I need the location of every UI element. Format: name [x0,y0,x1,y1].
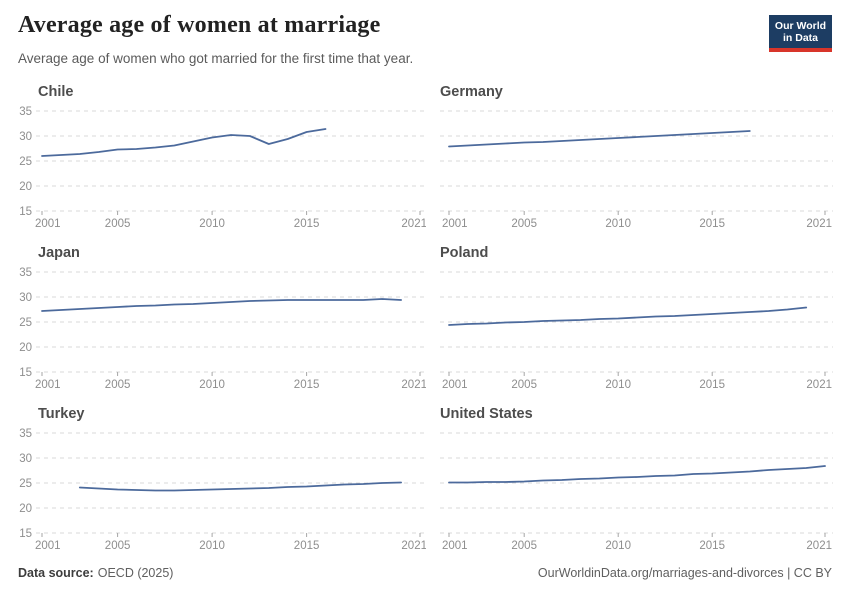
y-axis-label-20: 20 [19,342,32,354]
x-axis-label-2015: 2015 [699,379,725,390]
chart-plot-united-states: 2001 2005 2010 2015 2021 [440,432,833,551]
chart-united-states: United States 2001 2005 2010 2015 2021 [440,405,834,551]
owid-logo[interactable]: Our World in Data [769,15,832,52]
chart-japan: Japan 35 30 25 20 15 2001 2005 2010 2015 2021 [18,244,426,390]
x-axis-label-2001: 2001 [35,540,61,551]
chart-plot-poland: 2001 2005 2010 2015 2021 [440,271,833,390]
x-axis-label-2005: 2005 [511,540,537,551]
x-axis-label-2010: 2010 [199,540,225,551]
x-axis-label-2010: 2010 [605,218,631,229]
data-source-label: Data source: [18,566,94,580]
x-axis-label-2005: 2005 [105,218,131,229]
x-axis-label-2015: 2015 [294,540,320,551]
page-title: Average age of women at marriage [18,12,381,38]
y-axis-label-20: 20 [19,503,32,515]
y-axis-label-30: 30 [19,131,32,143]
owid-logo-text-line2: in Data [782,31,818,44]
x-axis-label-2001: 2001 [35,379,61,390]
x-axis-label-2021: 2021 [401,540,426,551]
chart-title-chile: Chile [38,84,74,100]
data-line-poland [448,306,808,326]
chart-title-poland: Poland [440,245,489,261]
y-axis-label-25: 25 [19,317,32,329]
x-axis-label-2001: 2001 [442,379,468,390]
chart-footer: Data source: OECD (2025) OurWorldinData.o… [0,566,850,580]
y-axis-label-15: 15 [19,367,32,379]
footer-citation-link[interactable]: OurWorldinData.org/marriages-and-divorce… [537,566,832,580]
x-axis-label-2015: 2015 [699,218,725,229]
x-axis-label-2021: 2021 [401,379,426,390]
x-axis-label-2015: 2015 [294,218,320,229]
x-axis-label-2021: 2021 [806,218,832,229]
y-axis-label-30: 30 [19,453,32,465]
data-line-germany [448,130,751,148]
x-axis-label-2001: 2001 [442,218,468,229]
page-subtitle: Average age of women who got married for… [18,51,414,66]
x-axis-label-2010: 2010 [605,540,631,551]
chart-title-united-states: United States [440,406,533,422]
chart-title-germany: Germany [440,84,503,100]
x-axis-label-2005: 2005 [105,379,131,390]
data-source-value: OECD (2025) [97,566,174,580]
x-axis-label-2010: 2010 [199,379,225,390]
y-axis-label-30: 30 [19,292,32,304]
x-axis-label-2021: 2021 [806,379,832,390]
chart-germany: Germany 2001 2005 2010 2015 2021 [440,83,834,229]
chart-chile: Chile 35 30 25 20 15 2001 2005 2010 2015 2021 [18,83,426,229]
x-axis-label-2015: 2015 [699,540,725,551]
chart-title-turkey: Turkey [38,406,85,422]
chart-poland: Poland 2001 2005 2010 2015 2021 [440,244,834,390]
x-axis-label-2010: 2010 [199,218,225,229]
chart-turkey: Turkey 35 30 25 20 15 2001 2005 2010 2015 2021 [18,405,426,551]
y-axis-label-35: 35 [19,267,32,279]
x-axis-label-2021: 2021 [806,540,832,551]
y-axis-label-20: 20 [19,181,32,193]
y-axis-label-35: 35 [19,106,32,118]
chart-title-japan: Japan [38,245,80,261]
chart-plot-germany: 2001 2005 2010 2015 2021 [440,110,833,229]
x-axis-label-2021: 2021 [401,218,426,229]
x-axis-label-2001: 2001 [35,218,61,229]
y-axis-label-25: 25 [19,478,32,490]
x-axis-label-2010: 2010 [605,379,631,390]
x-axis-label-2015: 2015 [294,379,320,390]
x-axis-label-2005: 2005 [105,540,131,551]
x-axis-label-2001: 2001 [442,540,468,551]
x-axis-label-2005: 2005 [511,379,537,390]
data-line-chile [41,128,327,157]
owid-logo-text-line1: Our World [774,19,827,32]
data-line-japan [41,298,403,312]
y-axis-label-25: 25 [19,156,32,168]
y-axis-label-35: 35 [19,428,32,440]
y-axis-label-15: 15 [19,528,32,540]
x-axis-label-2005: 2005 [511,218,537,229]
data-line-united-states [448,465,826,484]
y-axis-label-15: 15 [19,206,32,218]
data-source: Data source: OECD (2025) [18,566,173,580]
data-line-turkey [78,481,403,492]
